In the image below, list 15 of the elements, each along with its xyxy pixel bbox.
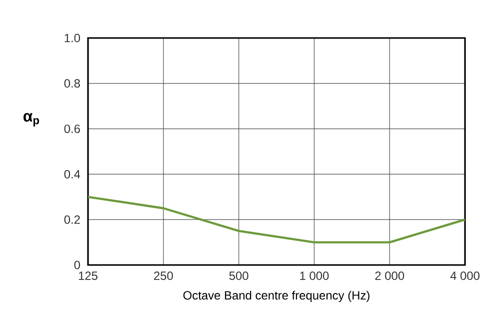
x-tick-label: 500	[229, 272, 248, 280]
x-axis-title: Octave Band centre frequency (Hz)	[183, 290, 370, 302]
x-tick-label: 2 000	[375, 272, 404, 280]
x-tick-label: 125	[78, 272, 98, 280]
x-tick-label: 250	[154, 272, 173, 280]
y-tick-label: 1.0	[64, 34, 80, 42]
x-tick-label: 1 000	[300, 272, 329, 280]
y-tick-label: 0.2	[64, 215, 80, 224]
y-tick-label: 0.6	[64, 124, 80, 134]
y-tick-label: 0	[74, 260, 80, 270]
line-series	[88, 196, 466, 244]
y-tick-label: 0.4	[64, 170, 80, 178]
y-tick-label: 0.8	[64, 79, 80, 88]
y-axis-title: α$_{p}$	[24, 112, 40, 126]
x-tick-label: 4 000	[450, 272, 480, 280]
